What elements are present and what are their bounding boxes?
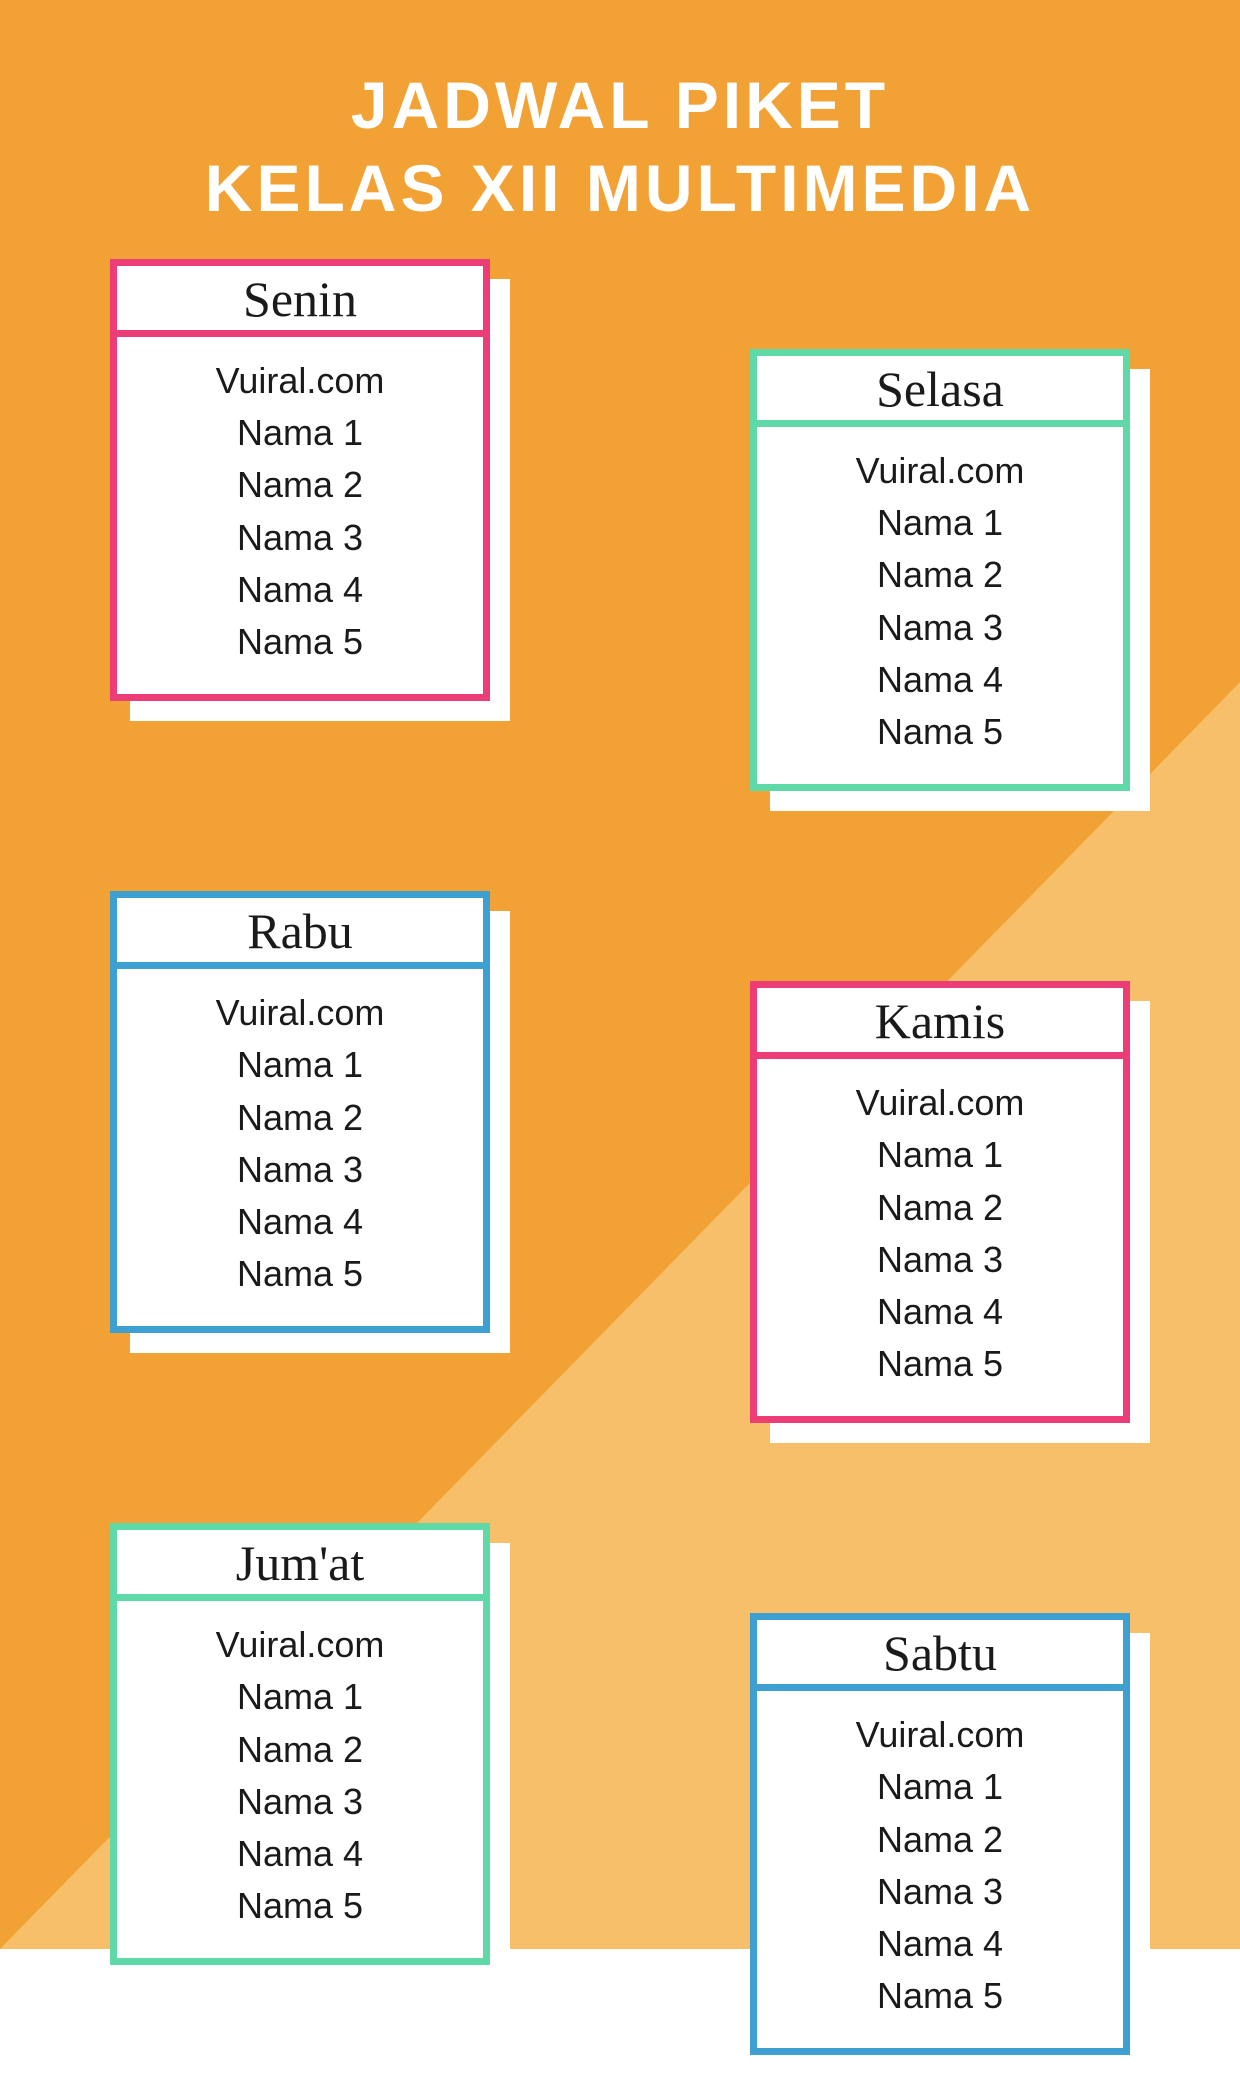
card-selasa: Selasa Vuiral.com Nama 1 Nama 2 Nama 3 N… [750,349,1130,791]
day-label: Rabu [117,898,483,969]
list-item: Vuiral.com [216,355,385,407]
schedule-grid: Senin Vuiral.com Nama 1 Nama 2 Nama 3 Na… [0,259,1240,2055]
card-senin: Senin Vuiral.com Nama 1 Nama 2 Nama 3 Na… [110,259,490,791]
list-item: Nama 2 [237,1724,363,1776]
card-frame: Kamis Vuiral.com Nama 1 Nama 2 Nama 3 Na… [750,981,1130,1423]
list-item: Nama 3 [877,1866,1003,1918]
card-kamis: Kamis Vuiral.com Nama 1 Nama 2 Nama 3 Na… [750,981,1130,1423]
list-item: Nama 4 [237,1196,363,1248]
day-label: Kamis [757,988,1123,1059]
day-label: Jum'at [117,1530,483,1601]
day-label: Senin [117,266,483,337]
card-frame: Jum'at Vuiral.com Nama 1 Nama 2 Nama 3 N… [110,1523,490,1965]
list-item: Nama 4 [877,1918,1003,1970]
list-item: Nama 5 [877,1970,1003,2022]
list-item: Vuiral.com [216,1619,385,1671]
list-item: Nama 3 [237,1776,363,1828]
list-item: Nama 5 [237,1880,363,1932]
list-item: Nama 4 [237,1828,363,1880]
list-item: Nama 1 [877,1129,1003,1181]
list-item: Nama 3 [877,602,1003,654]
names-list: Vuiral.com Nama 1 Nama 2 Nama 3 Nama 4 N… [757,1691,1123,2048]
list-item: Nama 5 [877,1338,1003,1390]
list-item: Nama 3 [237,1144,363,1196]
list-item: Nama 1 [877,497,1003,549]
list-item: Nama 2 [877,1182,1003,1234]
list-item: Nama 1 [237,1039,363,1091]
list-item: Nama 1 [237,1671,363,1723]
list-item: Vuiral.com [856,445,1025,497]
page-title: JADWAL PIKET KELAS XII MULTIMEDIA [0,0,1240,229]
names-list: Vuiral.com Nama 1 Nama 2 Nama 3 Nama 4 N… [757,427,1123,784]
names-list: Vuiral.com Nama 1 Nama 2 Nama 3 Nama 4 N… [757,1059,1123,1416]
card-sabtu: Sabtu Vuiral.com Nama 1 Nama 2 Nama 3 Na… [750,1613,1130,2055]
names-list: Vuiral.com Nama 1 Nama 2 Nama 3 Nama 4 N… [117,1601,483,1958]
names-list: Vuiral.com Nama 1 Nama 2 Nama 3 Nama 4 N… [117,337,483,694]
list-item: Nama 2 [877,1814,1003,1866]
names-list: Vuiral.com Nama 1 Nama 2 Nama 3 Nama 4 N… [117,969,483,1326]
card-frame: Selasa Vuiral.com Nama 1 Nama 2 Nama 3 N… [750,349,1130,791]
list-item: Nama 5 [237,1248,363,1300]
list-item: Vuiral.com [216,987,385,1039]
list-item: Nama 5 [877,706,1003,758]
list-item: Vuiral.com [856,1709,1025,1761]
card-rabu: Rabu Vuiral.com Nama 1 Nama 2 Nama 3 Nam… [110,891,490,1423]
title-line-1: JADWAL PIKET [0,64,1240,147]
list-item: Nama 4 [237,564,363,616]
list-item: Nama 2 [237,459,363,511]
day-label: Sabtu [757,1620,1123,1691]
list-item: Nama 5 [237,616,363,668]
list-item: Nama 4 [877,654,1003,706]
list-item: Nama 3 [877,1234,1003,1286]
list-item: Nama 2 [237,1092,363,1144]
list-item: Nama 2 [877,549,1003,601]
card-jumat: Jum'at Vuiral.com Nama 1 Nama 2 Nama 3 N… [110,1523,490,2055]
list-item: Nama 1 [877,1761,1003,1813]
card-frame: Rabu Vuiral.com Nama 1 Nama 2 Nama 3 Nam… [110,891,490,1333]
card-frame: Sabtu Vuiral.com Nama 1 Nama 2 Nama 3 Na… [750,1613,1130,2055]
list-item: Nama 3 [237,512,363,564]
list-item: Nama 1 [237,407,363,459]
card-frame: Senin Vuiral.com Nama 1 Nama 2 Nama 3 Na… [110,259,490,701]
day-label: Selasa [757,356,1123,427]
title-line-2: KELAS XII MULTIMEDIA [0,147,1240,230]
list-item: Vuiral.com [856,1077,1025,1129]
list-item: Nama 4 [877,1286,1003,1338]
